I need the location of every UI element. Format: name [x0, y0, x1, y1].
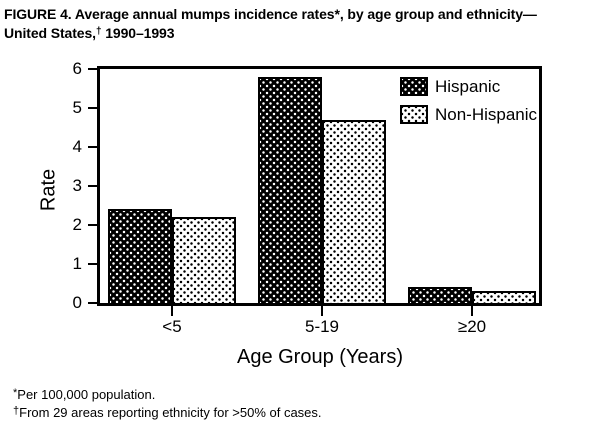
- y-axis-tick-6: [88, 68, 97, 70]
- asterisk-marker-icon: *: [13, 387, 18, 399]
- figure-title: FIGURE 4. Average annual mumps incidence…: [4, 6, 598, 42]
- y-axis-tick-label-1: 1: [72, 254, 82, 273]
- legend-swatch-non-hispanic: [400, 105, 428, 124]
- x-axis-tick-label-0: <5: [162, 317, 182, 336]
- y-axis-tick-2: [88, 224, 97, 226]
- y-axis-tick-0: [88, 302, 97, 304]
- x-axis-tick-0: [171, 306, 173, 316]
- y-axis-tick-label-0: 0: [72, 293, 82, 312]
- y-axis-tick-label-2: 2: [72, 215, 82, 234]
- y-axis-tick-label-5: 5: [72, 98, 82, 117]
- footnote-per-population-text: Per 100,000 population.: [17, 387, 156, 402]
- y-axis-tick-3: [88, 185, 97, 187]
- figure-title-line1: FIGURE 4. Average annual mumps incidence…: [4, 6, 598, 23]
- bar-hispanic-1: [258, 77, 322, 303]
- bar-hispanic-2: [408, 287, 472, 303]
- footnote-per-population: *Per 100,000 population.: [13, 385, 322, 403]
- x-axis-tick-label-1: 5-19: [304, 317, 340, 336]
- y-axis-tick-label-3: 3: [72, 176, 82, 195]
- bar-non-hispanic-0: [172, 217, 236, 303]
- x-axis-tick-2: [471, 306, 473, 316]
- footnote-areas-reporting: †From 29 areas reporting ethnicity for >…: [13, 403, 322, 421]
- footnotes: *Per 100,000 population. †From 29 areas …: [13, 385, 322, 421]
- y-axis-tick-1: [88, 263, 97, 265]
- figure-title-line2-text: United States,: [4, 25, 96, 41]
- figure-title-line2: United States,† 1990–1993: [4, 23, 598, 42]
- y-axis-tick-label-4: 4: [72, 137, 82, 156]
- y-axis-tick-5: [88, 107, 97, 109]
- legend-label-non-hispanic: Non-Hispanic: [435, 105, 538, 124]
- y-axis-tick-4: [88, 146, 97, 148]
- figure-title-line1-text: FIGURE 4. Average annual mumps incidence…: [4, 6, 537, 22]
- dagger-marker-icon: †: [13, 405, 20, 417]
- y-axis-tick-label-6: 6: [72, 59, 82, 78]
- x-axis-title: Age Group (Years): [236, 346, 403, 368]
- footnote-areas-reporting-text: From 29 areas reporting ethnicity for >5…: [19, 405, 322, 420]
- bar-hispanic-0: [108, 209, 172, 303]
- legend-label-hispanic: Hispanic: [435, 77, 501, 96]
- dagger-marker-icon: †: [95, 26, 102, 37]
- legend-swatch-hispanic: [400, 77, 428, 96]
- x-axis-tick-1: [321, 306, 323, 316]
- plot-area: 0 1 2 3 4 5 6 <5 5-19 ≥20 Hispanic Non-Hispanic: [73, 59, 542, 336]
- bar-non-hispanic-1: [322, 120, 386, 303]
- x-axis-tick-label-2: ≥20: [457, 317, 487, 336]
- figure-title-line2-dates: 1990–1993: [101, 25, 175, 41]
- bar-non-hispanic-2: [472, 291, 536, 303]
